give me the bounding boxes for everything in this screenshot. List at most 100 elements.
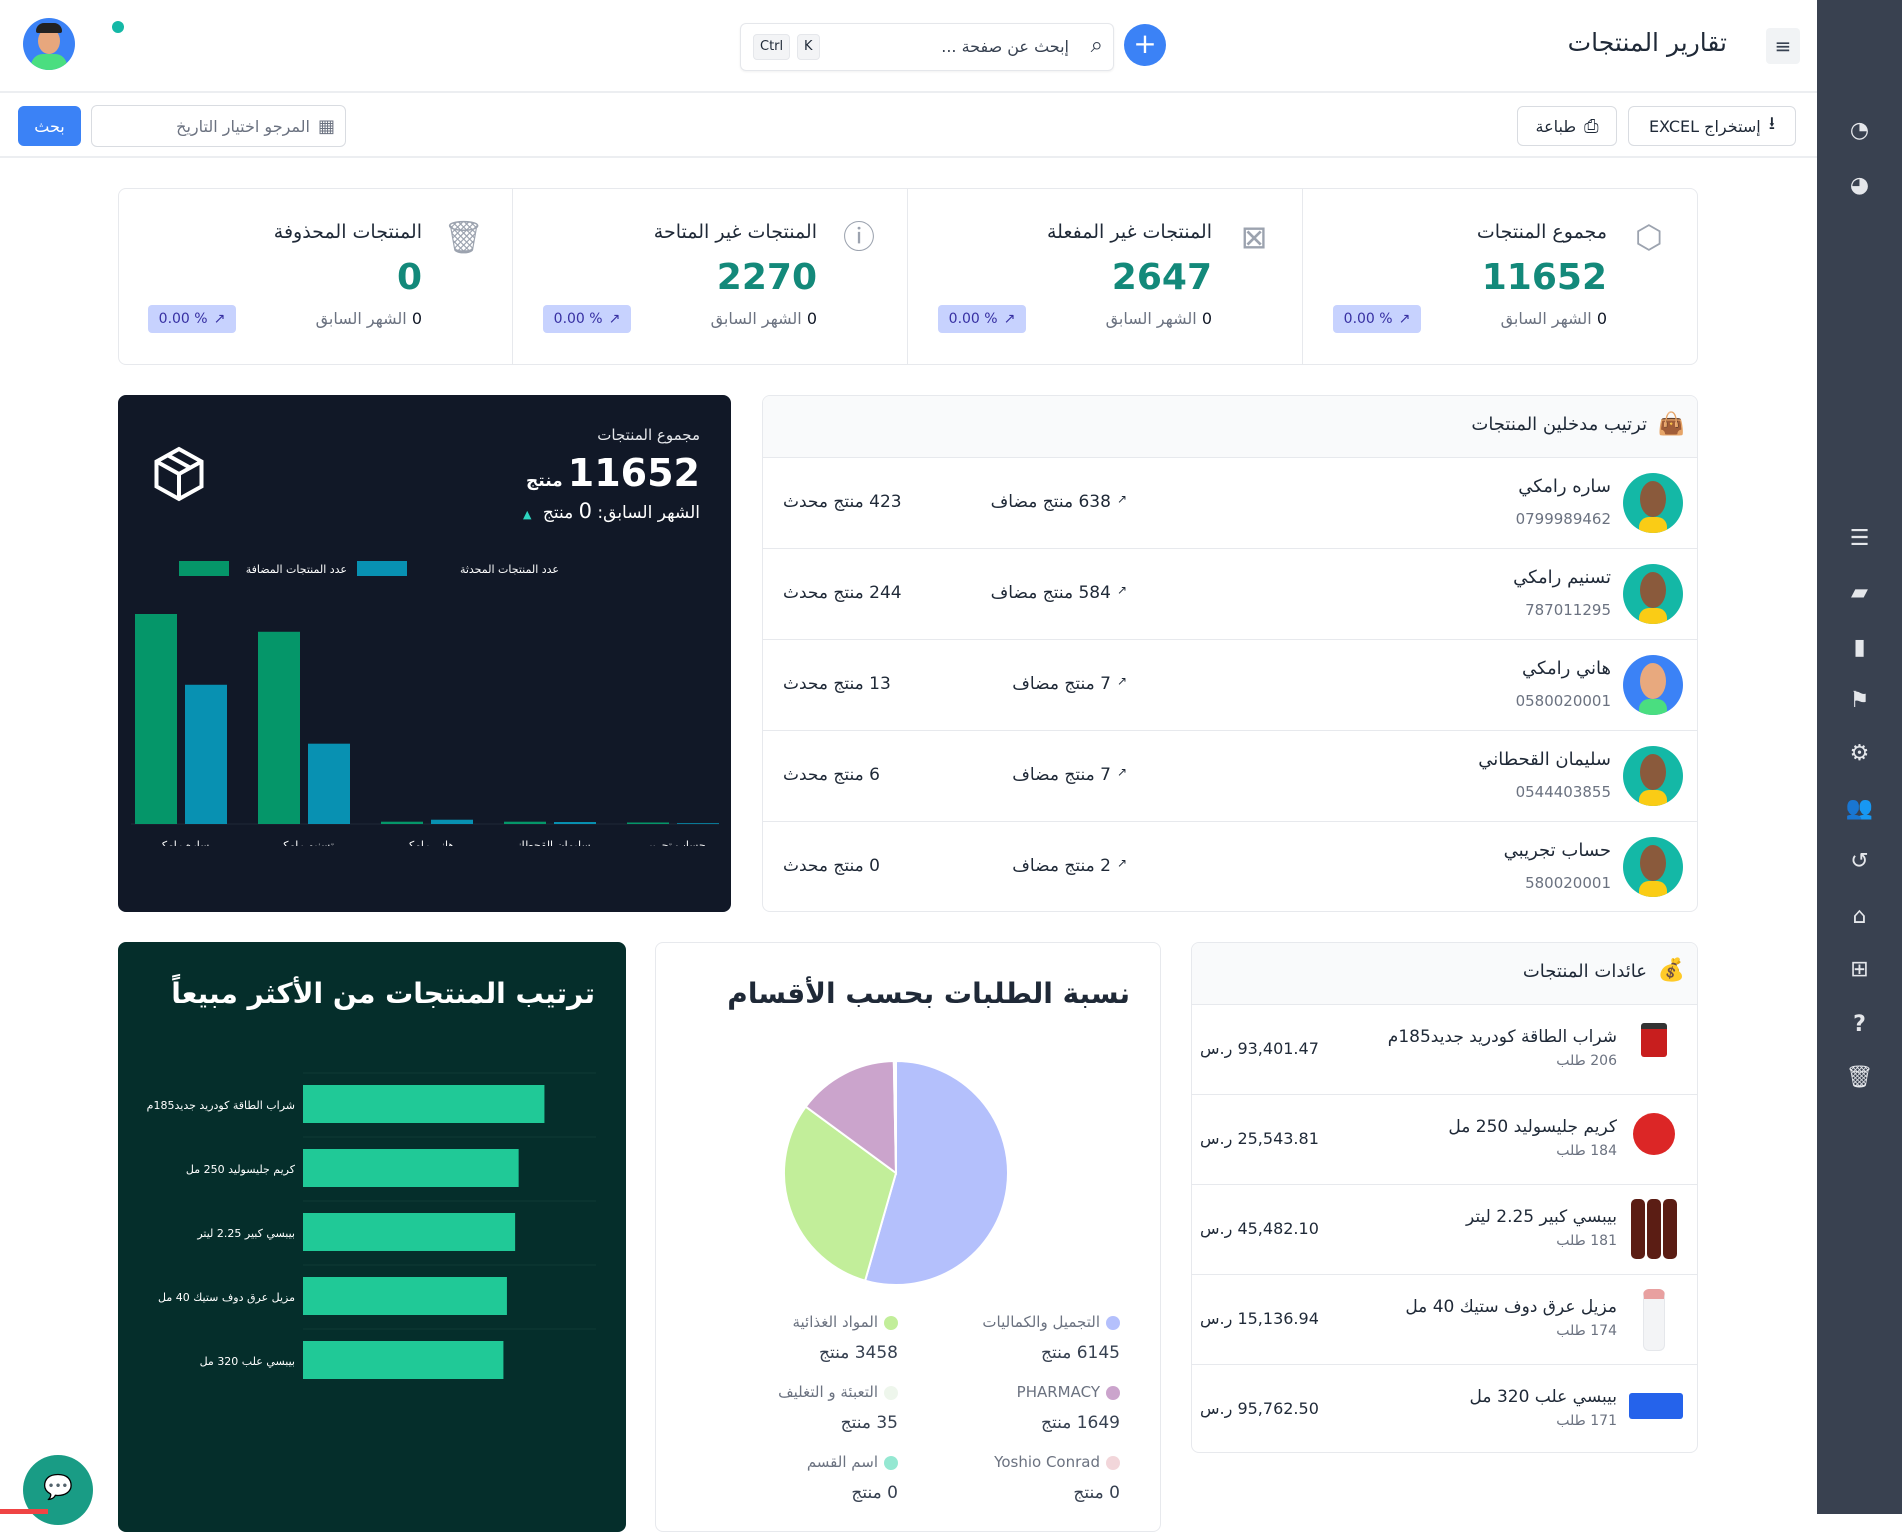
bar (627, 822, 669, 824)
stat-value: 11652 (1481, 257, 1607, 298)
revenue-row[interactable]: شراب الطاقة كودريد جديد185م 206 طلب 93,401… (1192, 1004, 1697, 1094)
entrants-header: 👜 ترتيب مدخلين المنتجات (763, 396, 1697, 457)
bar (258, 631, 300, 824)
revenue-row[interactable]: كريم جليسوليد 250 مل 184 طلب 25,543.81 ر.س (1192, 1094, 1697, 1184)
box-icon[interactable]: ▰ (1851, 580, 1868, 605)
change-badge: 0.00 % ↗ (148, 305, 236, 333)
entrant-name: ساره رامكي (1518, 476, 1611, 497)
flag-icon[interactable]: ⚑ (1849, 688, 1870, 713)
external-link-icon: ↗ (1116, 674, 1127, 688)
top-selling-chart: شراب الطاقة كودريد جديد185م كريم جليسوليد… (147, 1072, 596, 1379)
product-revenue: 25,543.81 ر.س (1200, 1129, 1319, 1148)
revenue-row[interactable]: بيبسي علب 320 مل 171 طلب 95,762.50 ر.س (1192, 1364, 1697, 1452)
trend-up-icon: ↗ (1003, 311, 1016, 327)
trend-up-icon: ↗ (608, 311, 621, 327)
prev-unit: منتج (542, 503, 574, 523)
shopping-bag-icon[interactable]: ▮ (1853, 635, 1866, 660)
gear-icon[interactable]: ⚙ (1849, 741, 1870, 766)
legend-item[interactable]: المواد الغذائية 3458 منتج (698, 1313, 898, 1363)
category-pie-card: نسبة الطلبات بحسب الأقسام التجميل والكما… (655, 942, 1161, 1532)
pie-slice (804, 1060, 898, 1176)
stat-previous: 0 الشهر السابق (1501, 309, 1607, 328)
x-tick-label: تسنيم رامكي (274, 839, 334, 846)
sidebar: ◔ ◕ ☰ ▰ ▮ ⚑ ⚙ 👥 ↺ ⌂ ⊞ ? 🗑 (1817, 0, 1902, 1514)
trash-icon: 🗑 (443, 218, 484, 256)
calendar-icon: ▦ (317, 115, 335, 137)
bar (135, 614, 177, 824)
external-link-icon: ↗ (1116, 492, 1127, 506)
dashboard-icon[interactable]: ◔ (1849, 118, 1870, 143)
added-count-link[interactable]: ↗ 584 منتج مضاف (991, 583, 1127, 603)
stat-value: 0 (396, 257, 422, 298)
menu-icon[interactable]: ≡ (1766, 28, 1800, 64)
revenue-header: 💰 عائدات المنتجات (1192, 943, 1697, 1004)
search-input[interactable]: ⌕ إبحث عن صفحة ... Ctrl K (740, 23, 1114, 71)
help-icon[interactable]: ? (1853, 1012, 1866, 1037)
pie-title: نسبة الطلبات بحسب الأقسام (727, 977, 1130, 1010)
stat-prev-value: 0 (411, 309, 422, 328)
stat-title: مجموع المنتجات (1476, 221, 1607, 243)
kbd-ctrl: Ctrl (753, 34, 791, 60)
pie-chart-icon[interactable]: ◕ (1849, 173, 1870, 198)
legend-item[interactable]: PHARMACY 1649 منتج (920, 1383, 1120, 1433)
added-count-link[interactable]: ↗ 2 منتج مضاف (1012, 856, 1127, 876)
progress-indicator (0, 1509, 48, 1514)
x-tick-label: هاني رامكي (400, 839, 455, 846)
stat-title: المنتجات غير المتاحة (653, 221, 817, 243)
entrant-row[interactable]: سليمان القحطاني 0544403855 ↗ 7 منتج مضاف 6 م… (763, 730, 1697, 821)
add-button[interactable]: + (1124, 24, 1166, 66)
bar (381, 821, 423, 824)
legend-item[interactable]: اسم القسم 0 منتج (698, 1453, 898, 1503)
y-tick-label: شراب الطاقة كودريد جديد185م (147, 1099, 295, 1112)
trash-icon[interactable]: 🗑 (1845, 1065, 1874, 1090)
shopping-bag-icon: 👜 (1657, 412, 1685, 437)
bar (431, 819, 473, 824)
history-icon[interactable]: ↺ (1850, 849, 1869, 874)
entrant-row[interactable]: ساره رامكي 0799989462 ↗ 638 منتج مضاف 423 من… (763, 457, 1697, 548)
stats-row: ⬡ مجموع المنتجات 11652 0 الشهر السابق 0.00 %… (118, 188, 1698, 365)
legend-item[interactable]: التجميل والكماليات 6145 منتج (920, 1313, 1120, 1363)
basket-icon[interactable]: ⊞ (1850, 957, 1869, 982)
added-count-link[interactable]: ↗ 7 منتج مضاف (1012, 674, 1127, 694)
updated-count: 0 منتج محدث (783, 856, 880, 876)
bar (303, 1085, 545, 1123)
database-icon[interactable]: ☰ (1849, 526, 1870, 551)
added-count-link[interactable]: ↗ 7 منتج مضاف (1012, 765, 1127, 785)
stat-previous: 0 الشهر السابق (711, 309, 817, 328)
print-button[interactable]: ⎙ طباعة (1517, 106, 1617, 146)
revenue-row[interactable]: بيبسي كبير 2.25 ليتر 181 طلب 45,482.10 ر.س (1192, 1184, 1697, 1274)
avatar (1623, 655, 1683, 715)
legend-label: Yoshio Conrad (994, 1453, 1100, 1471)
user-avatar[interactable] (23, 18, 75, 70)
pie-slice (863, 1059, 1009, 1286)
legend-dot (884, 1315, 898, 1330)
product-revenue: 15,136.94 ر.س (1200, 1309, 1319, 1328)
inbox-icon[interactable]: ⌂ (1852, 904, 1867, 929)
entrant-row[interactable]: هاني رامكي 0580020001 ↗ 7 منتج مضاف 13 منتج … (763, 639, 1697, 730)
entrant-phone: 580020001 (1525, 874, 1611, 892)
prev-label: الشهر السابق: (597, 503, 700, 523)
bar (504, 821, 546, 824)
legend-label: التعبئة و التغليف (778, 1383, 878, 1401)
legend-label: عدد المنتجات المضافة (246, 563, 347, 576)
change-badge: 0.00 % ↗ (543, 305, 631, 333)
entrant-row[interactable]: تسنيم رامكي 787011295 ↗ 584 منتج مضاف 244 من… (763, 548, 1697, 639)
users-icon[interactable]: 👥 (1845, 796, 1874, 821)
added-count-link[interactable]: ↗ 638 منتج مضاف (991, 492, 1127, 512)
stat-prev-label: الشهر السابق (1105, 309, 1197, 328)
date-picker-input[interactable]: ▦ المرجو اختيار التاريخ (91, 105, 346, 147)
export-excel-button[interactable]: ⭳ إستخراج EXCEL (1628, 106, 1796, 146)
entrant-row[interactable]: حساب تجريبي 580020001 ↗ 2 منتج مضاف 0 منتج م… (763, 821, 1697, 911)
stat-value: 2647 (1111, 257, 1212, 298)
money-bag-icon: 💰 (1657, 958, 1685, 983)
stat-prev-label: الشهر السابق (1500, 309, 1592, 328)
legend-item[interactable]: التعبئة و التغليف 35 منتج (698, 1383, 898, 1433)
chat-button[interactable]: 💬 (23, 1455, 93, 1525)
top-selling-card: ترتيب المنتجات من الأكثر مبيعاً شراب الط… (118, 942, 626, 1532)
search-button[interactable]: بحث (18, 106, 81, 146)
date-placeholder: المرجو اختيار التاريخ (176, 116, 310, 136)
summary-value: 11652 منتج (526, 451, 700, 495)
legend-item[interactable]: Yoshio Conrad 0 منتج (920, 1453, 1120, 1503)
bar (303, 1341, 504, 1379)
revenue-row[interactable]: مزيل عرق دوف ستيك 40 مل 174 طلب 15,136.94 … (1192, 1274, 1697, 1364)
